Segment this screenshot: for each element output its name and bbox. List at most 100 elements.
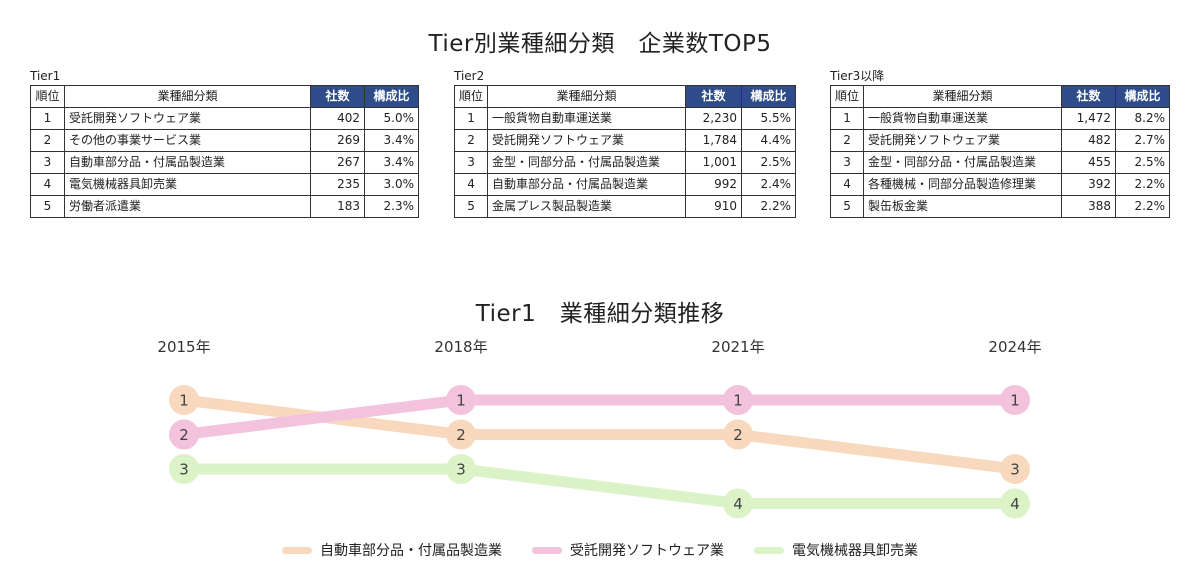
rank-cell: 3 — [829, 151, 865, 174]
rank-label: 1 — [1010, 392, 1020, 410]
rank-cell: 5 — [30, 195, 65, 218]
tier1-table: 順位 業種細分類 社数 構成比 1 受託開発ソフトウェア業 402 5.0% 2 その他… — [30, 85, 419, 218]
table-header-row: 順位 業種細分類 社数 構成比 — [453, 85, 797, 108]
tier3-table: 順位 業種細分類 社数 構成比 1 一般貨物自動車運送業 1,472 8.2% 2 受託… — [829, 85, 1171, 218]
legend-item: 電気機械器具卸売業 — [754, 540, 918, 560]
table-row: 4 各種機械・同部分品製造修理業 392 2.2% — [829, 173, 1171, 196]
ratio-cell: 5.5% — [741, 107, 797, 130]
rank-cell: 2 — [829, 129, 865, 152]
count-cell: 910 — [685, 195, 743, 218]
header-industry: 業種細分類 — [487, 85, 687, 108]
rank-cell: 5 — [453, 195, 489, 218]
count-cell: 183 — [310, 195, 365, 218]
table-row: 2 その他の事業サービス業 269 3.4% — [30, 129, 419, 152]
x-tick-label: 2024年 — [988, 338, 1041, 356]
count-cell: 1,472 — [1061, 107, 1117, 130]
table-row: 3 自動車部分品・付属品製造業 267 3.4% — [30, 151, 419, 174]
ratio-cell: 2.5% — [741, 151, 797, 174]
industry-cell: 一般貨物自動車運送業 — [487, 107, 687, 130]
rank-cell: 1 — [30, 107, 65, 130]
ratio-cell: 4.4% — [741, 129, 797, 152]
header-industry: 業種細分類 — [64, 85, 311, 108]
rank-label: 2 — [456, 426, 466, 444]
rank-label: 2 — [179, 426, 189, 444]
industry-cell: 電気機械器具卸売業 — [64, 173, 311, 196]
rank-label: 2 — [733, 426, 743, 444]
tier2-block: Tier2 順位 業種細分類 社数 構成比 1 一般貨物自動車運送業 2,230 5.… — [453, 68, 797, 218]
table-row: 3 金型・同部分品・付属品製造業 455 2.5% — [829, 151, 1171, 174]
series-line — [178, 463, 1021, 509]
header-count: 社数 — [310, 85, 365, 108]
ratio-cell: 3.0% — [364, 173, 419, 196]
industry-cell: 自動車部分品・付属品製造業 — [487, 173, 687, 196]
count-cell: 455 — [1061, 151, 1117, 174]
legend-item: 受託開発ソフトウェア業 — [532, 540, 724, 560]
rank-label: 1 — [733, 392, 743, 410]
rank-cell: 3 — [453, 151, 489, 174]
rank-marker — [723, 385, 753, 415]
industry-cell: 金型・同部分品・付属品製造業 — [487, 151, 687, 174]
legend-swatch — [282, 546, 312, 554]
rank-cell: 3 — [30, 151, 65, 174]
legend-item: 自動車部分品・付属品製造業 — [282, 540, 502, 560]
count-cell: 1,001 — [685, 151, 743, 174]
x-tick-label: 2018年 — [434, 338, 487, 356]
rank-cell: 4 — [829, 173, 865, 196]
table-row: 1 受託開発ソフトウェア業 402 5.0% — [30, 107, 419, 130]
industry-cell: その他の事業サービス業 — [64, 129, 311, 152]
ratio-cell: 3.4% — [364, 151, 419, 174]
industry-cell: 一般貨物自動車運送業 — [863, 107, 1063, 130]
industry-cell: 金型・同部分品・付属品製造業 — [863, 151, 1063, 174]
table-row: 5 金属プレス製品製造業 910 2.2% — [453, 195, 797, 218]
table-row: 4 電気機械器具卸売業 235 3.0% — [30, 173, 419, 196]
header-industry: 業種細分類 — [863, 85, 1063, 108]
count-cell: 2,230 — [685, 107, 743, 130]
header-count: 社数 — [1061, 85, 1117, 108]
rank-marker — [169, 419, 199, 450]
header-rank: 順位 — [453, 85, 489, 108]
rank-marker — [1000, 385, 1030, 415]
x-tick-label: 2015年 — [157, 338, 210, 356]
industry-cell: 労働者派遣業 — [64, 195, 311, 218]
table-row: 1 一般貨物自動車運送業 2,230 5.5% — [453, 107, 797, 130]
rank-label: 3 — [179, 461, 189, 479]
count-cell: 992 — [685, 173, 743, 196]
rank-marker — [1000, 488, 1030, 519]
legend-label: 受託開発ソフトウェア業 — [570, 543, 724, 559]
rank-marker — [723, 419, 753, 450]
count-cell: 1,784 — [685, 129, 743, 152]
count-cell: 267 — [310, 151, 365, 174]
rank-marker — [1000, 454, 1030, 484]
tier2-table: 順位 業種細分類 社数 構成比 1 一般貨物自動車運送業 2,230 5.5% 2 受託… — [453, 85, 797, 218]
header-ratio: 構成比 — [364, 85, 419, 108]
industry-cell: 金属プレス製品製造業 — [487, 195, 687, 218]
count-cell: 235 — [310, 173, 365, 196]
industry-cell: 製缶板金業 — [863, 195, 1063, 218]
header-ratio: 構成比 — [1115, 85, 1171, 108]
rank-label: 1 — [456, 392, 466, 410]
ratio-cell: 8.2% — [1115, 107, 1171, 130]
legend-label: 自動車部分品・付属品製造業 — [320, 543, 502, 559]
tier3-label: Tier3以降 — [830, 69, 885, 83]
page-title: Tier別業種細分類 企業数TOP5 — [428, 31, 772, 57]
chart-legend: 自動車部分品・付属品製造業 受託開発ソフトウェア業 電気機械器具卸売業 — [0, 540, 1200, 560]
industry-cell: 受託開発ソフトウェア業 — [863, 129, 1063, 152]
tier1-block: Tier1 順位 業種細分類 社数 構成比 1 受託開発ソフトウェア業 402 5.0… — [30, 68, 419, 218]
rank-cell: 2 — [453, 129, 489, 152]
industry-cell: 自動車部分品・付属品製造業 — [64, 151, 311, 174]
table-row: 4 自動車部分品・付属品製造業 992 2.4% — [453, 173, 797, 196]
rank-marker — [169, 385, 199, 415]
table-row: 5 労働者派遣業 183 2.3% — [30, 195, 419, 218]
rank-cell: 4 — [453, 173, 489, 196]
bump-chart: 2015年 2018年 2021年 2024年 1 2 2 3 2 1 1 1 3 3 4 4 — [157, 338, 1042, 519]
table-row: 5 製缶板金業 388 2.2% — [829, 195, 1171, 218]
rank-label: 4 — [733, 495, 743, 513]
table-row: 2 受託開発ソフトウェア業 482 2.7% — [829, 129, 1171, 152]
table-row: 3 金型・同部分品・付属品製造業 1,001 2.5% — [453, 151, 797, 174]
ratio-cell: 5.0% — [364, 107, 419, 130]
ratio-cell: 2.2% — [1115, 195, 1171, 218]
count-cell: 402 — [310, 107, 365, 130]
header-rank: 順位 — [30, 85, 65, 108]
count-cell: 482 — [1061, 129, 1117, 152]
series-line — [178, 394, 1021, 440]
